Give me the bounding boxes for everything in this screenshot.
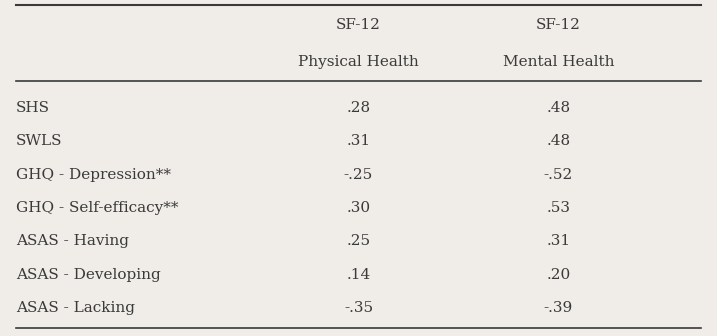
Text: SF-12: SF-12	[336, 18, 381, 32]
Text: .28: .28	[346, 101, 371, 115]
Text: -.25: -.25	[344, 168, 373, 182]
Text: .31: .31	[346, 134, 371, 148]
Text: -.52: -.52	[544, 168, 573, 182]
Text: .25: .25	[346, 234, 371, 248]
Text: .53: .53	[546, 201, 571, 215]
Text: .48: .48	[546, 101, 571, 115]
Text: Mental Health: Mental Health	[503, 55, 614, 69]
Text: .14: .14	[346, 268, 371, 282]
Text: .31: .31	[546, 234, 571, 248]
Text: -.35: -.35	[344, 301, 373, 315]
Text: .30: .30	[346, 201, 371, 215]
Text: SWLS: SWLS	[16, 134, 62, 148]
Text: .48: .48	[546, 134, 571, 148]
Text: ASAS - Having: ASAS - Having	[16, 234, 128, 248]
Text: ASAS - Lacking: ASAS - Lacking	[16, 301, 135, 315]
Text: Physical Health: Physical Health	[298, 55, 419, 69]
Text: -.39: -.39	[544, 301, 573, 315]
Text: ASAS - Developing: ASAS - Developing	[16, 268, 161, 282]
Text: GHQ - Depression**: GHQ - Depression**	[16, 168, 171, 182]
Text: GHQ - Self-efficacy**: GHQ - Self-efficacy**	[16, 201, 178, 215]
Text: .20: .20	[546, 268, 571, 282]
Text: SHS: SHS	[16, 101, 49, 115]
Text: SF-12: SF-12	[536, 18, 581, 32]
